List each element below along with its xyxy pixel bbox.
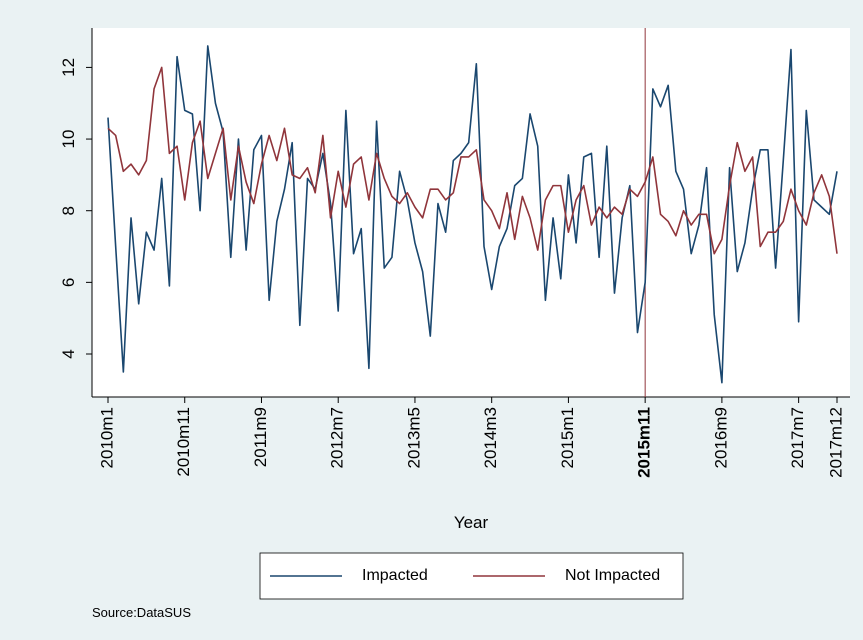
x-tick-label: 2013m5 bbox=[404, 407, 423, 468]
x-tick-label: 2017m12 bbox=[826, 407, 845, 478]
x-tick-label: 2014m3 bbox=[481, 407, 500, 468]
series-line bbox=[107, 45, 838, 384]
x-tick-label: 2017m7 bbox=[788, 407, 807, 468]
legend-label: Not Impacted bbox=[565, 567, 660, 584]
y-tick-label: 8 bbox=[59, 206, 78, 215]
legend-label: Impacted bbox=[362, 567, 428, 584]
x-tick-label: 2011m9 bbox=[251, 407, 270, 467]
y-tick-label: 6 bbox=[59, 278, 78, 287]
x-tick-label: 2010m11 bbox=[174, 407, 193, 477]
x-tick-label: 2010m1 bbox=[97, 407, 116, 468]
y-tick-label: 4 bbox=[59, 349, 78, 358]
y-tick-label: 12 bbox=[59, 58, 78, 77]
y-tick-label: 10 bbox=[59, 130, 78, 149]
source-note: Source:DataSUS bbox=[92, 605, 191, 620]
series-line bbox=[107, 66, 838, 255]
x-tick-label: 2015m11 bbox=[635, 407, 654, 478]
x-tick-label: 2015m1 bbox=[558, 407, 577, 468]
x-tick-label: 2012m7 bbox=[328, 407, 347, 468]
x-tick-label: 2016m9 bbox=[711, 407, 730, 468]
x-axis-title: Year bbox=[454, 513, 489, 532]
